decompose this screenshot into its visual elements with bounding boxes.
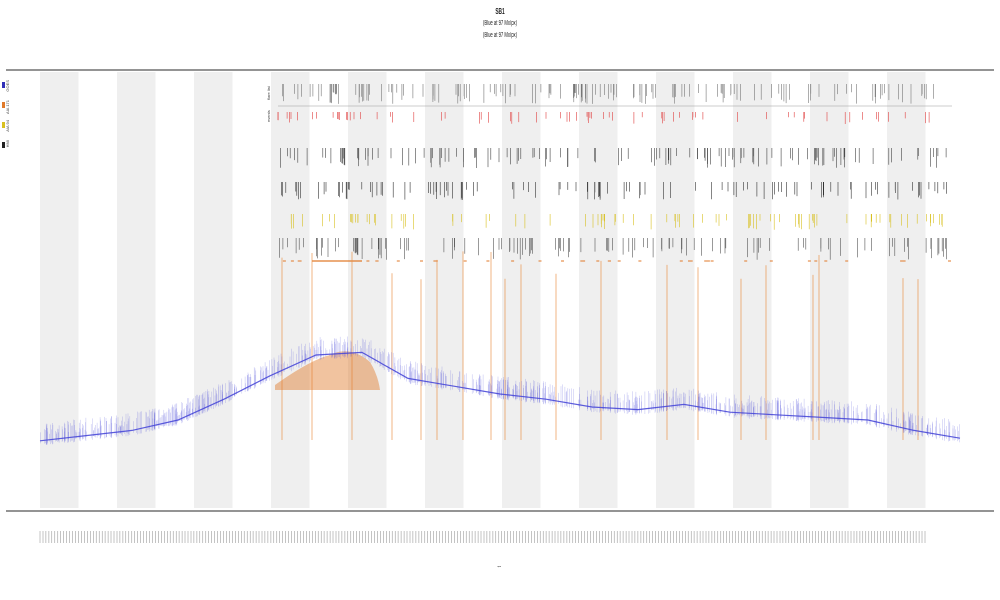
shaded-band: [810, 72, 849, 508]
chart-subtitle-2: (Blue at 97 Mx/px): [482, 32, 518, 39]
x-tick-labels: [39, 531, 926, 543]
legend-item-aia171: AIA 171: [2, 100, 14, 114]
shaded-band: [887, 72, 926, 508]
flare-hump: [275, 351, 380, 390]
legend-swatch-aia94: [2, 122, 5, 128]
shaded-band: [40, 72, 79, 508]
legend-item-aia94: AIA 94: [2, 120, 14, 132]
background-bands: [40, 72, 926, 508]
x-axis-label: t: [497, 566, 503, 568]
series-layer: [39, 336, 961, 445]
legend-swatch-goes: [2, 82, 5, 88]
legend-swatch-hmi: [2, 142, 5, 148]
legend-item-goes: GOES: [2, 80, 14, 92]
series-line-goes: [39, 351, 961, 442]
shaded-band: [425, 72, 464, 508]
shaded-band: [194, 72, 233, 508]
legend-swatch-aia171: [2, 102, 5, 108]
chart-subtitle-1: (Blue at 97 Mx/px): [482, 20, 518, 27]
shaded-band: [579, 72, 618, 508]
legend-item-hmi: HMI: [2, 140, 14, 152]
chart-title-block: SB1 (Blue at 97 Mx/px) (Blue at 97 Mx/px…: [0, 6, 1000, 42]
shaded-band: [348, 72, 387, 508]
shaded-band: [271, 72, 310, 508]
shaded-band: [733, 72, 772, 508]
event-tracks: [277, 84, 951, 262]
chart-title: SB1: [495, 7, 505, 16]
shaded-band: [656, 72, 695, 508]
track-label-1: flare list: [266, 85, 271, 100]
shaded-band: [117, 72, 156, 508]
legend: GOES AIA 171 AIA 94 HMI: [2, 80, 14, 160]
track-label-2: events: [266, 110, 271, 122]
